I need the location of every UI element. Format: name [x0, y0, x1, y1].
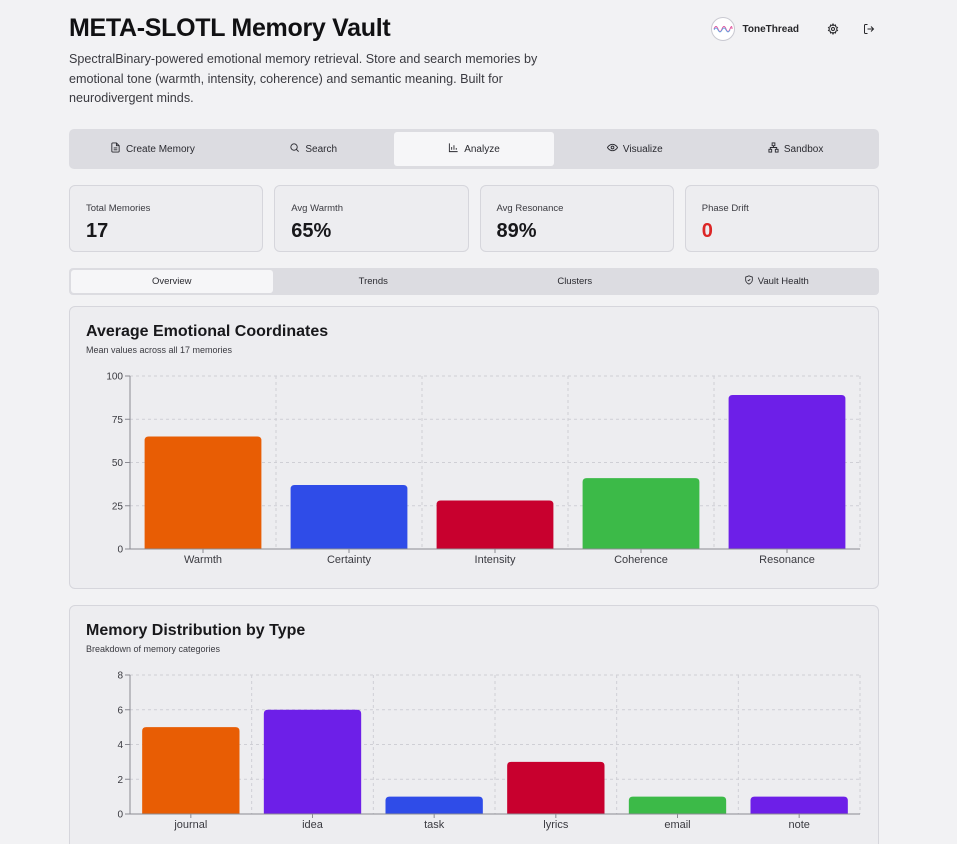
stat-label: Phase Drift: [701, 203, 749, 214]
bar-intensity[interactable]: [436, 500, 554, 549]
page-description: SpectralBinary-powered emotional memory …: [69, 52, 538, 105]
tab-search[interactable]: Search: [233, 132, 394, 166]
subtab-trends[interactable]: Trends: [273, 270, 475, 293]
bar-warmth[interactable]: [144, 436, 262, 549]
x-tick-label: Warmth: [184, 554, 222, 566]
gear-icon[interactable]: [823, 19, 843, 39]
tab-sandbox[interactable]: Sandbox: [715, 132, 876, 166]
bar-coherence[interactable]: [582, 478, 700, 549]
memory-distribution-chart: 0 2 4 6 8 journal idea task lyrics email note: [117, 671, 861, 831]
x-tick-label: Intensity: [475, 554, 516, 566]
stat-label: Avg Warmth: [291, 203, 343, 214]
emotional-coordinates-card: Average Emotional Coordinates Mean value…: [69, 306, 879, 589]
logout-icon[interactable]: [859, 19, 879, 39]
stat-card-avg-warmth: Avg Warmth 65%: [274, 185, 469, 252]
bar-email[interactable]: [628, 796, 727, 814]
shield-icon: [744, 275, 754, 288]
card-subtitle: Breakdown of memory categories: [86, 644, 221, 654]
tonethread-logo-icon: [713, 26, 733, 33]
stat-card-phase-drift: Phase Drift 0: [684, 185, 879, 252]
search-icon: [289, 142, 300, 156]
x-tick-label: idea: [302, 819, 324, 831]
stats-row: Total Memories 17 Avg Warmth 65% Avg Res…: [69, 185, 879, 252]
y-tick-label: 0: [117, 810, 123, 821]
subtab-label: Overview: [151, 276, 192, 287]
stat-card-total-memories: Total Memories 17: [69, 185, 264, 252]
memory-distribution-card: Memory Distribution by Type Breakdown of…: [69, 605, 879, 844]
emotional-coordinates-chart: 0 25 50 75 100 Warmth Certainty Intensity Cohere…: [106, 372, 861, 566]
subtab-label: Trends: [358, 276, 388, 287]
bar-resonance[interactable]: [728, 395, 846, 549]
tab-label: Search: [305, 143, 338, 155]
stat-value: 65%: [291, 220, 332, 242]
x-tick-label: email: [664, 819, 690, 831]
x-tick-label: task: [424, 819, 445, 831]
x-tick-label: Resonance: [759, 554, 815, 566]
tab-visualize[interactable]: Visualize: [554, 132, 715, 166]
tab-label: Sandbox: [783, 143, 824, 155]
bar-lyrics[interactable]: [507, 761, 605, 814]
chart-grid: [129, 674, 861, 814]
stat-label: Total Memories: [86, 203, 151, 214]
x-tick-label: note: [788, 819, 809, 831]
bar-chart-icon: [448, 142, 459, 156]
x-tick-label: Certainty: [327, 554, 372, 566]
subtab-label: Clusters: [557, 276, 593, 287]
y-tick-label: 75: [112, 415, 124, 426]
y-tick-label: 0: [117, 545, 123, 556]
bar-note[interactable]: [750, 796, 848, 814]
tab-analyze[interactable]: Analyze: [393, 132, 555, 166]
bar-task[interactable]: [385, 796, 483, 814]
document-icon: [110, 142, 121, 156]
y-tick-label: 25: [112, 501, 124, 512]
avatar[interactable]: [710, 17, 735, 41]
x-tick-label: Coherence: [614, 554, 668, 566]
subtab-label: Vault Health: [757, 276, 809, 287]
analyze-subtabs: Overview Trends Clusters Vault Health: [69, 268, 879, 295]
tab-label: Analyze: [464, 143, 500, 155]
card-title: Average Emotional Coordinates: [86, 323, 329, 340]
card-title: Memory Distribution by Type: [86, 622, 306, 639]
bar-idea[interactable]: [263, 709, 362, 814]
card-subtitle: Mean values across all 17 memories: [86, 345, 233, 355]
y-tick-label: 6: [117, 705, 123, 716]
stat-card-avg-resonance: Avg Resonance 89%: [479, 185, 674, 252]
username[interactable]: ToneThread: [742, 23, 799, 35]
eye-icon: [606, 142, 618, 156]
y-tick-label: 2: [117, 775, 123, 786]
stat-value: 89%: [496, 220, 537, 242]
y-tick-label: 100: [106, 372, 123, 383]
tab-label: Visualize: [622, 143, 663, 155]
stat-label: Avg Resonance: [496, 203, 564, 214]
y-tick-label: 50: [112, 458, 124, 469]
stat-value: 17: [86, 220, 109, 242]
stat-value: 0: [701, 220, 713, 242]
page-title: META-SLOTL Memory Vault: [69, 14, 391, 42]
y-tick-label: 8: [117, 671, 123, 682]
user-area: ToneThread: [710, 17, 879, 41]
page-header: META-SLOTL Memory Vault SpectralBinary-p…: [69, 14, 879, 114]
subtab-vault-health[interactable]: Vault Health: [676, 270, 878, 293]
main-tabs: Create Memory Search Analyze Visualize S…: [69, 129, 879, 169]
y-tick-label: 4: [117, 740, 123, 751]
x-tick-label: lyrics: [543, 819, 569, 831]
subtab-clusters[interactable]: Clusters: [474, 270, 676, 293]
network-icon: [768, 142, 779, 156]
tab-label: Create Memory: [125, 143, 195, 155]
x-tick-label: journal: [173, 819, 207, 831]
bar-certainty[interactable]: [290, 484, 408, 549]
bar-journal[interactable]: [142, 727, 240, 814]
tab-create-memory[interactable]: Create Memory: [72, 132, 233, 166]
subtab-overview[interactable]: Overview: [71, 270, 273, 293]
